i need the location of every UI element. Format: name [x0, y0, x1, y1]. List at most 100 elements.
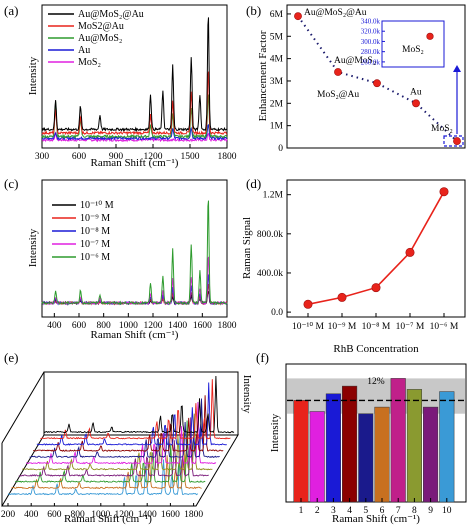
panel-e-xtick-label: 800	[70, 510, 85, 520]
panel-f-xtick-label: 8	[412, 506, 417, 516]
panel-c-series-line	[41, 200, 228, 306]
panel-a-series-line	[41, 94, 228, 140]
panel-c-xtick-label: 400	[47, 321, 62, 331]
panel-e-xtick-label: 1200	[115, 510, 134, 520]
panel-b-point-label: MoS₂@Au	[317, 90, 359, 100]
panel-a-xlabel: Raman Shift (cm⁻¹)	[91, 157, 179, 169]
panel-e-spectrum-line	[25, 401, 217, 465]
panel-f-ylabel: Intensity	[269, 413, 281, 452]
panel-e-spectrum-line	[40, 379, 231, 440]
panel-e-spectrum-line	[36, 382, 227, 446]
panel-c-xlabel: Raman Shift (cm⁻¹)	[91, 329, 179, 341]
panel-a-legend-label: MoS2@Au	[78, 21, 124, 32]
panel-d-point	[439, 187, 449, 197]
panel-c-legend-label: 10⁻⁶ M	[80, 252, 110, 263]
panel-d-xtick-label: 10⁻⁹ M	[328, 322, 357, 332]
panel-d-xtick-label: 10⁻⁷ M	[396, 322, 425, 332]
panel-f-bar	[406, 389, 422, 503]
panel-c-legend-label: 10⁻¹⁰ M	[80, 200, 114, 211]
panel-c-xtick-label: 1800	[218, 321, 237, 331]
panel-a-legend-label: Au@MoS₂	[78, 33, 122, 44]
panel-f-bar	[342, 385, 358, 503]
panel-b-point	[453, 137, 461, 145]
panel-e-sideedge	[1, 371, 45, 444]
panel-e-ylabel: Intensity	[241, 375, 253, 414]
panel-d-xtick-label: 10⁻¹⁰ M	[292, 321, 325, 332]
panel-c-xtick-label: 600	[72, 321, 87, 331]
panel-c-xtick-label: 1000	[119, 321, 138, 331]
panel-b-point-label: MoS₂	[431, 124, 453, 134]
panel-a-xtick-label: 1200	[144, 152, 163, 162]
panel-b: (b) 0 1M 2M 3M 4M 5M 6M Au@MoS₂@Au Au@MoS₂ MoS₂@…	[246, 3, 466, 154]
panel-b-zoom-arrowhead	[453, 65, 461, 72]
panel-e-spectrum-line	[18, 417, 209, 477]
panel-b-inset-point	[426, 32, 434, 40]
panel-c-xtick-label: 1200	[144, 321, 163, 331]
panel-f-bar	[309, 411, 325, 503]
panel-c-axes	[41, 179, 228, 318]
panel-c-legend-label: 10⁻⁷ M	[80, 239, 110, 250]
panel-d-ytick-label: 400.0k	[257, 269, 283, 279]
panel-b-ytick-label: 3M	[270, 77, 284, 87]
panel-b-zoom-box	[443, 135, 464, 147]
panel-b-trendline	[297, 15, 458, 142]
panel-f: (f) 12% 1 2 3 4 5 6 7 8 9 10 Raman Shift (cm⁻¹) I…	[256, 350, 467, 525]
panel-a-label: (a)	[4, 3, 18, 18]
panel-b-inset-ytick-label: 280.0k	[361, 48, 381, 56]
panel-d-xtick-label: 10⁻⁸ M	[362, 322, 391, 332]
panel-c-legend-label: 10⁻⁸ M	[80, 226, 110, 237]
panel-d-point	[371, 283, 381, 293]
panel-a-series-line	[41, 71, 228, 136]
panel-f-bar	[374, 406, 390, 503]
panel-e-xlabel: Raman Shift (cm⁻¹)	[64, 513, 152, 525]
panel-c-xtick-label: 1400	[168, 321, 187, 331]
panel-a-xtick-label: 1500	[181, 152, 200, 162]
panel-a-xtick-label: 300	[35, 152, 50, 162]
panel-a-ylabel: Intensity	[27, 56, 39, 95]
panel-d-point	[337, 292, 347, 302]
panel-a-xtick-label: 600	[72, 152, 87, 162]
panel-e: (e) 200 400 600 800 1000 1200 1400 1600 1800 Ram…	[1, 350, 253, 525]
panel-d-xtick-label: 10⁻⁶ M	[430, 322, 459, 332]
panel-e-xtick-label: 1000	[91, 510, 110, 520]
panel-f-xlabel: Raman Shift (cm⁻¹)	[332, 513, 420, 525]
panel-b-point	[334, 68, 342, 76]
panel-b-ytick-label: 0	[278, 144, 283, 154]
panel-a-axes	[41, 4, 228, 149]
panel-f-xtick-label: 4	[347, 506, 352, 516]
panel-a-series-line	[41, 131, 228, 143]
panel-b-inset-frame	[381, 20, 445, 68]
panel-b-inset-ytick-label: 340.0k	[361, 18, 381, 26]
panel-e-spectrum-line	[33, 395, 224, 453]
panel-f-bar	[439, 391, 455, 503]
panel-b-label: (b)	[246, 3, 261, 18]
panel-c: (c) 400 600 800 1000 1200 1400 1600 1800 10⁻¹⁰ …	[4, 176, 237, 341]
panel-f-label: (f)	[256, 350, 269, 365]
panel-b-point-label: Au	[410, 87, 422, 97]
panel-e-xtick-label: 400	[24, 510, 39, 520]
panel-c-legend-label: 10⁻⁹ M	[80, 213, 110, 224]
panel-f-bar	[293, 400, 309, 503]
panel-f-bar	[325, 393, 341, 503]
panel-b-point-label: Au@MoS₂	[334, 56, 376, 66]
panel-c-ylabel: Intensity	[27, 228, 39, 267]
panel-d-ytick-label: 0.0	[271, 308, 283, 318]
panel-f-xtick-label: 1	[299, 506, 304, 516]
panel-e-xtick-label: 200	[1, 510, 16, 520]
panel-a-series-line	[41, 124, 228, 141]
panel-a: (a) 300 600 900 1200 1500 1800 Au@MoS₂@AuMoS2…	[4, 3, 237, 169]
panel-e-spectrum-line	[11, 432, 202, 490]
panel-b-inset-ytick-label: 300.0k	[361, 38, 381, 46]
panel-a-xtick-label: 900	[109, 152, 124, 162]
panel-f-bar	[423, 406, 439, 503]
panel-a-xtick-label: 1800	[218, 152, 237, 162]
panel-b-ytick-label: 1M	[270, 122, 284, 132]
panel-a-legend-label: MoS₂	[78, 57, 101, 68]
panel-e-spectrum-line	[15, 420, 206, 483]
panel-e-spectrum-line	[29, 398, 220, 459]
panel-e-label: (e)	[4, 350, 18, 365]
panel-a-legend-label: Au	[78, 45, 90, 56]
panel-d: (d) 0.0 400.0k 800.0k 1.2M 10⁻¹⁰ M 10⁻⁹ M 10⁻⁸…	[241, 176, 466, 355]
panel-b-point	[412, 99, 420, 108]
